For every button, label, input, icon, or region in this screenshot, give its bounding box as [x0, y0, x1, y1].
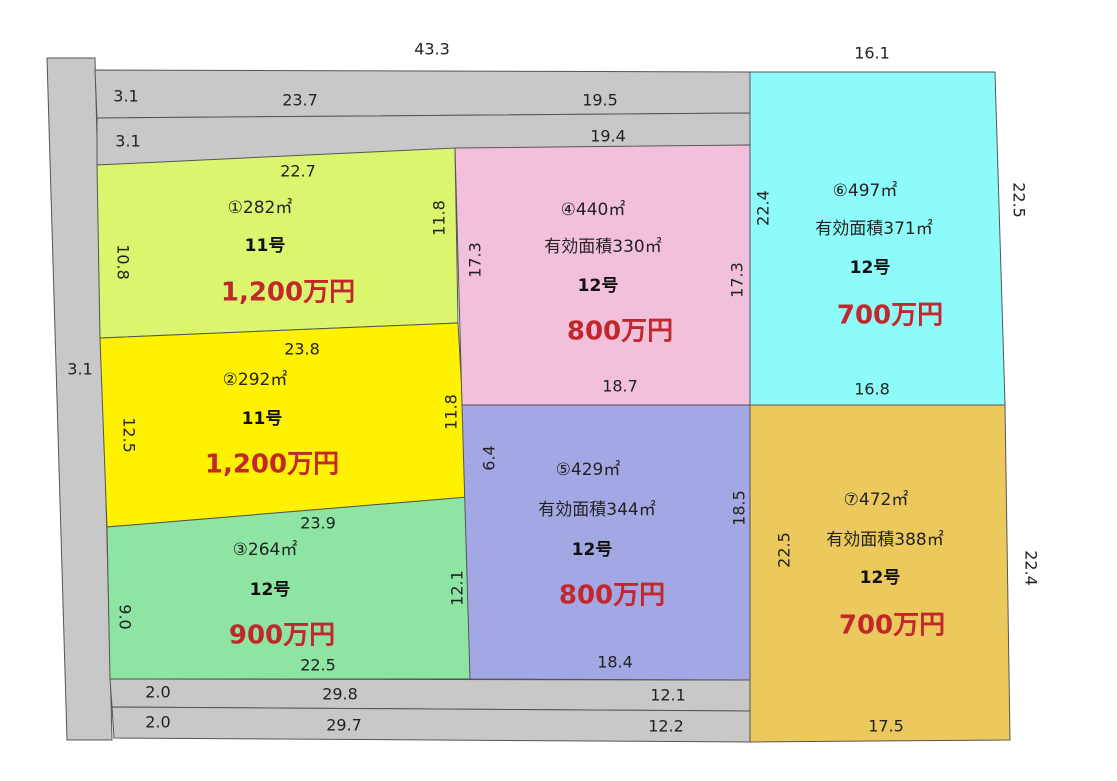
dimension: 11.8 [442, 394, 461, 430]
dimension: 12.2 [648, 717, 684, 736]
effective-area: 有効面積371㎡ [815, 219, 932, 239]
dimension: 6.4 [480, 445, 499, 470]
dimension: 22.4 [1022, 550, 1041, 586]
dimension: 22.5 [300, 656, 336, 675]
effective-area: 有効面積330㎡ [544, 237, 661, 257]
price: 900万円 [229, 621, 335, 651]
price: 1,200万円 [221, 278, 355, 308]
zone: 12号 [860, 568, 901, 588]
dimension: 17.5 [868, 717, 904, 736]
dimension: 23.9 [300, 514, 336, 533]
shapes [46, 57, 1011, 743]
dimension: 12.1 [650, 686, 686, 705]
dimension: 9.0 [116, 604, 135, 629]
effective-area: 有効面積344㎡ [538, 500, 655, 520]
dimension: 3.1 [115, 132, 140, 151]
lot-label: ①282㎡ [228, 198, 293, 218]
zone: 11号 [242, 409, 283, 429]
zone: 12号 [572, 540, 613, 560]
price: 800万円 [559, 581, 665, 611]
dimension: 29.7 [326, 716, 362, 735]
road [94, 69, 751, 119]
dimension: 19.5 [582, 91, 618, 110]
dimension: 12.5 [120, 417, 139, 453]
lot-label: ④440㎡ [561, 200, 626, 220]
dimension: 22.4 [754, 190, 773, 226]
dimension: 3.1 [67, 360, 92, 379]
zone: 12号 [250, 580, 291, 600]
dimension: 16.1 [854, 44, 890, 63]
dimension: 11.8 [430, 200, 449, 236]
lot-label: ③264㎡ [233, 540, 298, 560]
dimension: 17.3 [466, 242, 485, 278]
dimension: 43.3 [414, 40, 450, 59]
lot-label: ⑦472㎡ [844, 490, 909, 510]
lot [454, 144, 751, 406]
price: 1,200万円 [205, 450, 339, 480]
dimension: 29.8 [322, 685, 358, 704]
lot-label: ②292㎡ [223, 370, 288, 390]
dimension: 22.5 [775, 532, 794, 568]
dimension: 23.7 [282, 91, 318, 110]
lot-label: ⑥497㎡ [833, 181, 898, 201]
dimension: 2.0 [145, 713, 170, 732]
price: 800万円 [567, 317, 673, 347]
dimension: 2.0 [145, 683, 170, 702]
price: 700万円 [837, 301, 943, 331]
dimension: 18.7 [602, 377, 638, 396]
zone: 11号 [245, 236, 286, 256]
dimension: 18.5 [730, 490, 749, 526]
dimension: 18.4 [597, 653, 633, 672]
dimension: 19.4 [590, 127, 626, 146]
dimension: 17.3 [728, 262, 747, 298]
road [46, 57, 113, 741]
dimension: 12.1 [448, 570, 467, 606]
dimension: 23.8 [284, 340, 320, 359]
effective-area: 有効面積388㎡ [826, 530, 943, 550]
zone: 12号 [850, 258, 891, 278]
dimension: 10.8 [114, 244, 133, 280]
dimension: 22.5 [1010, 182, 1029, 218]
lot [749, 404, 1011, 743]
dimension: 3.1 [113, 87, 138, 106]
dimension: 22.7 [280, 162, 316, 181]
dimension: 16.8 [854, 380, 890, 399]
price: 700万円 [839, 611, 945, 641]
zone: 12号 [578, 276, 619, 296]
lot-label: ⑤429㎡ [556, 460, 621, 480]
